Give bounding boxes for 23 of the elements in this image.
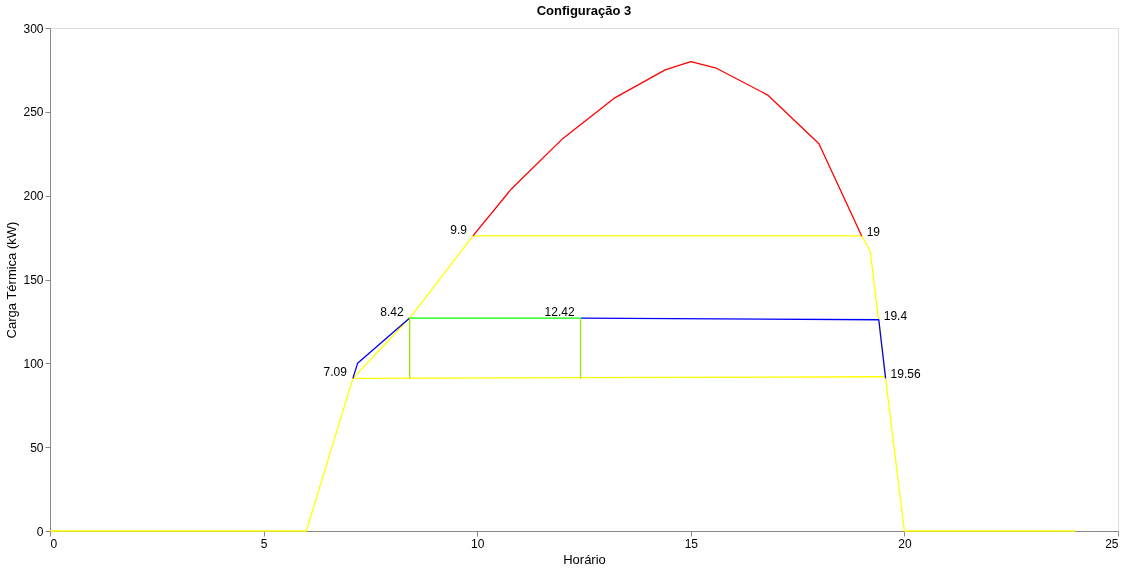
y-tick-label: 150 [23, 273, 44, 287]
y-tick-label: 250 [23, 105, 44, 120]
annotation: 9.9 [450, 222, 468, 237]
x-tick-label: 0 [50, 536, 58, 551]
annotation: 7.09 [323, 365, 348, 380]
y-tick-label: 300 [23, 21, 44, 36]
y-tick-label: 50 [30, 440, 44, 455]
annotation: 19 [866, 224, 881, 239]
y-tick-label: 100 [23, 356, 44, 371]
x-tick-label: 25 [1105, 536, 1119, 551]
x-tick-label: 20 [898, 536, 912, 551]
annotation: 19.56 [890, 367, 921, 382]
annotation: 19.4 [883, 308, 908, 323]
y-tick-label: 0 [36, 524, 44, 539]
x-axis-title: Horário [563, 551, 606, 567]
x-tick-label: 10 [471, 536, 485, 551]
y-axis-title: Carga Térmica (kW) [4, 221, 20, 339]
annotation: 12.42 [544, 305, 575, 320]
y-tick-label: 200 [23, 189, 44, 204]
chart-title: Configuração 3 [536, 3, 632, 18]
x-tick-label: 15 [684, 536, 699, 551]
x-tick-label: 5 [260, 536, 268, 551]
annotation: 8.42 [380, 305, 405, 320]
